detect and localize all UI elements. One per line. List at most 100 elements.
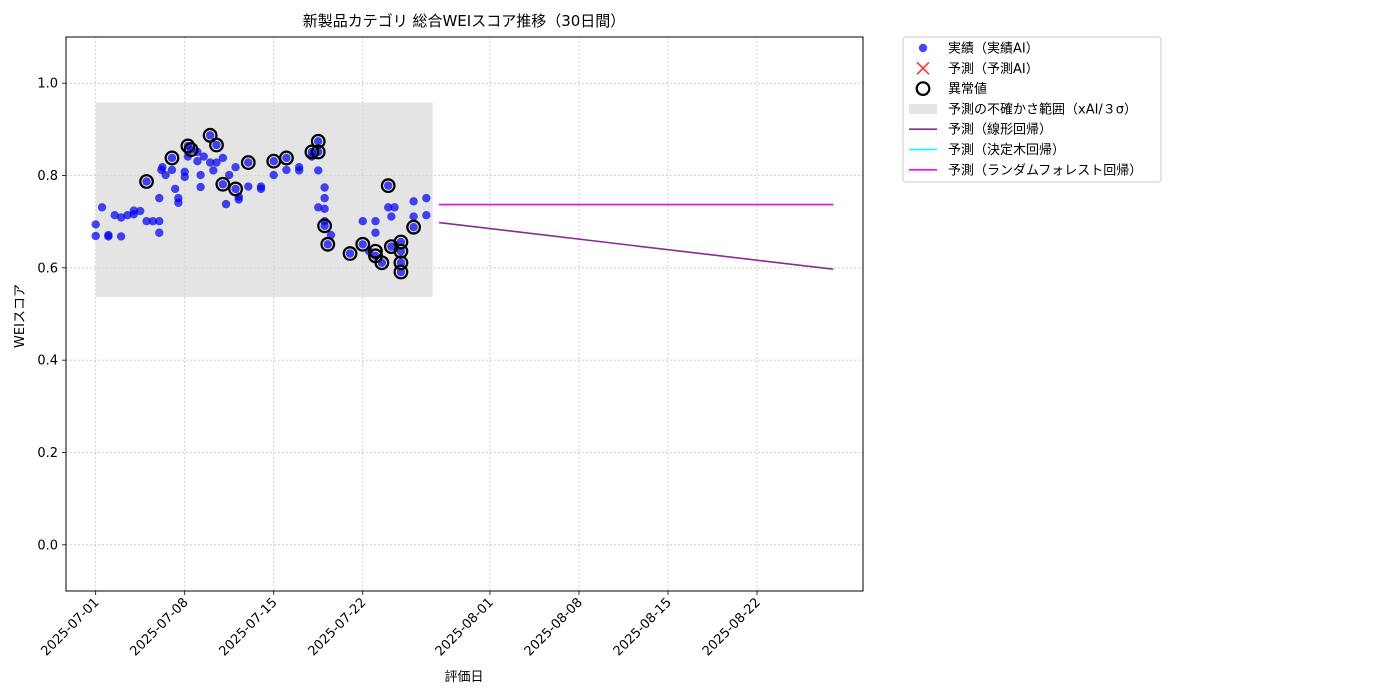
actual-point: [244, 158, 253, 167]
anomaly-marker: [380, 178, 396, 194]
actual-point: [91, 220, 100, 229]
x-tick-label: 2025-07-15: [217, 595, 281, 659]
actual-point: [212, 158, 221, 167]
actual-point: [294, 166, 304, 175]
actual-point: [158, 162, 167, 172]
actual-point: [196, 170, 205, 180]
x-tick-label: 2025-07-22: [306, 595, 370, 659]
actual-point: [320, 193, 329, 203]
actual-point: [212, 140, 221, 150]
legend-label: 実績（実績AI）: [948, 41, 1039, 57]
legend-label: 予測の不確かさ範囲（xAI/３σ）: [948, 101, 1137, 117]
actual-point: [218, 153, 228, 163]
actual-point: [221, 199, 231, 209]
x-tick-label: 2025-08-22: [700, 595, 764, 659]
anomaly-marker: [304, 144, 320, 160]
anomaly-marker: [209, 137, 224, 153]
x-tick-label: 2025-08-08: [522, 595, 586, 659]
actual-point: [97, 203, 107, 212]
actual-point: [396, 237, 406, 247]
legend-label: 予測（線形回帰）: [948, 122, 1052, 138]
actual-point: [387, 212, 396, 221]
anomaly-marker: [310, 144, 326, 160]
anomaly-marker: [180, 138, 196, 154]
anomaly-marker: [406, 219, 422, 235]
actual-point: [155, 217, 164, 226]
x-tick-label: 2025-07-08: [127, 595, 191, 659]
anomaly-marker: [393, 255, 409, 271]
actual-point: [205, 158, 215, 167]
actual-point: [314, 166, 323, 175]
actual-point: [167, 165, 177, 175]
legend-label: 予測（予測AI）: [948, 62, 1039, 77]
x-tick-label: 2025-07-01: [38, 595, 102, 659]
anomaly-marker: [317, 218, 333, 234]
anomaly-marker: [215, 176, 231, 192]
legend-marker-predicted: [916, 61, 930, 75]
actual-point: [422, 193, 431, 203]
x-tick-label: 2025-08-15: [611, 595, 675, 659]
actual-point: [314, 137, 323, 146]
anomaly-marker: [183, 142, 199, 158]
actual-point: [155, 228, 164, 237]
legend-marker-actual: [918, 43, 928, 53]
actual-point: [110, 211, 119, 220]
y-tick-label: 0.4: [37, 354, 58, 369]
actual-point: [396, 267, 406, 277]
actual-point: [282, 165, 291, 175]
actual-point: [231, 184, 240, 194]
legend-label: 予測（ランダムフォレスト回帰）: [948, 162, 1142, 178]
actual-point: [91, 231, 100, 241]
anomaly-marker: [320, 236, 336, 252]
actual-point: [409, 197, 418, 206]
actual-point: [142, 217, 151, 226]
legend-label: 予測（決定木回帰）: [948, 142, 1065, 158]
actual-point: [170, 184, 180, 194]
actual-point: [396, 258, 406, 267]
actual-point: [148, 217, 158, 226]
actual-point: [116, 232, 126, 241]
actual-point: [345, 249, 355, 258]
anomaly-marker: [342, 246, 358, 261]
actual-point: [104, 232, 113, 241]
actual-point: [218, 180, 228, 189]
actual-point: [142, 177, 151, 186]
actual-point: [116, 213, 126, 222]
actual-point: [193, 156, 202, 166]
y-tick-label: 0.6: [37, 261, 58, 276]
x-tick-label: 2025-08-01: [433, 595, 497, 659]
actual-point: [209, 166, 218, 175]
anomaly-marker: [240, 155, 256, 170]
actual-point: [256, 182, 266, 191]
actual-point: [269, 170, 278, 180]
actual-point: [320, 221, 329, 231]
anomaly-marker: [393, 234, 409, 250]
actual-point: [390, 203, 399, 212]
actual-point: [225, 170, 234, 180]
actual-point: [371, 228, 380, 237]
actual-point: [180, 172, 189, 182]
legend-box: [902, 36, 1162, 183]
uncertainty-band: [95, 102, 433, 297]
y-tick-label: 1.0: [37, 77, 58, 92]
actual-point: [205, 131, 215, 140]
anomaly-marker: [368, 243, 383, 259]
anomaly-marker: [374, 255, 390, 271]
legend-marker-anomaly: [915, 81, 931, 96]
y-tick-label: 0.2: [37, 446, 58, 461]
actual-point: [358, 240, 367, 249]
actual-point: [396, 247, 406, 256]
actual-point: [358, 217, 367, 226]
anomaly-marker: [310, 133, 326, 149]
anomaly-marker: [393, 264, 409, 280]
actual-point: [123, 211, 132, 220]
anomaly-marker: [228, 181, 243, 197]
actual-point: [320, 204, 329, 213]
actual-point: [323, 240, 332, 249]
legend-label: 異常値: [948, 81, 987, 97]
anomaly-marker: [164, 150, 180, 166]
plot-area: 0.0 0.2 0.4 0.6 0.8 1.0 2025-07-01 2025-07-08 20…: [37, 36, 864, 659]
y-tick-label: 0.0: [37, 538, 58, 553]
actual-point: [174, 198, 183, 207]
